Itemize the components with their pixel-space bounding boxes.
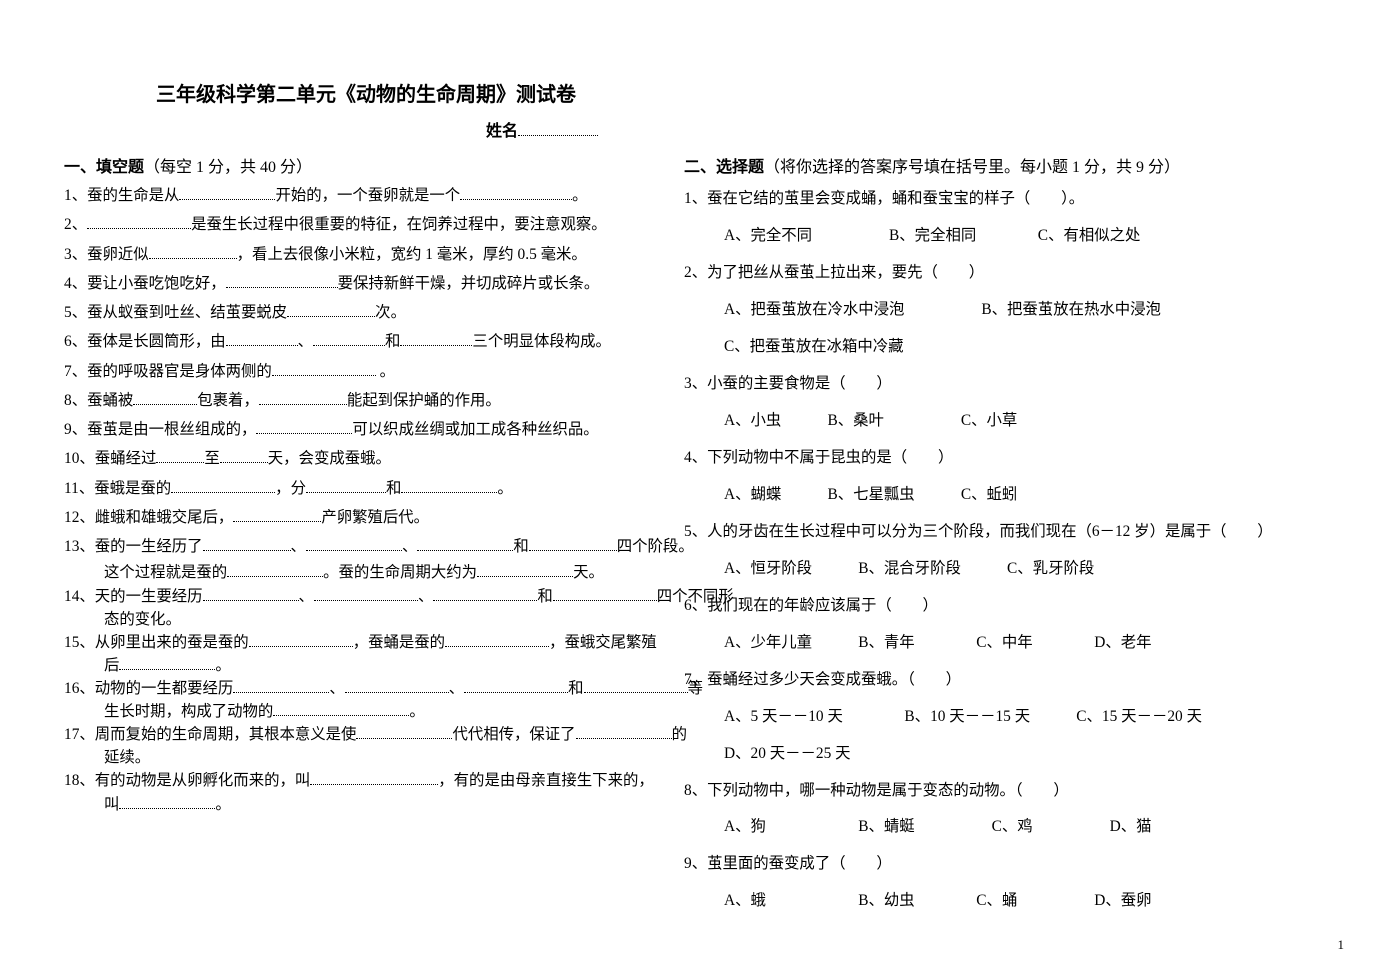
choice-q2-opts1: A、把蚕茧放在冷水中浸泡 B、把蚕茧放在热水中浸泡 bbox=[684, 292, 1376, 329]
fill-blank-section: 一、填空题（每空 1 分，共 40 分） 1、蚕的生命是从开始的，一个蚕卵就是一… bbox=[0, 141, 670, 816]
choice-q4-opts: A、蝴蝶 B、七星瓢虫 C、蚯蚓 bbox=[684, 477, 1376, 514]
section2-title-strong: 二、选择题 bbox=[684, 159, 764, 176]
choice-q9-opts: A、蛾 B、幼虫 C、蛹 D、蚕卵 bbox=[684, 883, 1376, 920]
choice-q2: 2、为了把丝从蚕茧上拉出来，要先（ ） bbox=[684, 255, 1376, 292]
fill-q14: 14、天的一生要经历、、和四个不同形 bbox=[64, 585, 670, 608]
section1-title-strong: 一、填空题 bbox=[64, 159, 144, 176]
choice-q7-opts2: D、20 天－－25 天 bbox=[684, 736, 1376, 773]
choice-q1-opts: A、完全不同 B、完全相同 C、有相似之处 bbox=[684, 218, 1376, 255]
choice-q2-opts2: C、把蚕茧放在冰箱中冷藏 bbox=[684, 329, 1376, 366]
fill-q18: 18、有的动物是从卵孵化而来的，叫，有的是由母亲直接生下来的， bbox=[64, 769, 670, 792]
fill-q8: 8、蚕蛹被包裹着，能起到保护蛹的作用。 bbox=[64, 386, 670, 415]
choice-q9: 9、茧里面的蚕变成了（ ） bbox=[684, 846, 1376, 883]
choice-q3-opts: A、小虫 B、桑叶 C、小草 bbox=[684, 403, 1376, 440]
name-label: 姓名 bbox=[486, 123, 518, 140]
fill-q18-sub: 叫。 bbox=[64, 793, 670, 816]
choice-q6: 6、我们现在的年龄应该属于（ ） bbox=[684, 588, 1376, 625]
fill-q2: 2、是蚕生长过程中很重要的特征，在饲养过程中，要注意观察。 bbox=[64, 210, 670, 239]
section1-title: 一、填空题（每空 1 分，共 40 分） bbox=[64, 153, 670, 177]
fill-q6: 6、蚕体是长圆筒形，由、和三个明显体段构成。 bbox=[64, 327, 670, 356]
choice-q3: 3、小蚕的主要食物是（ ） bbox=[684, 366, 1376, 403]
choice-q5: 5、人的牙齿在生长过程中可以分为三个阶段，而我们现在（6－12 岁）是属于（ ） bbox=[684, 514, 1376, 551]
fill-q17: 17、周而复始的生命周期，其根本意义是使代代相传，保证了的 bbox=[64, 723, 670, 746]
fill-q13-sub: 这个过程就是蚕的。蚕的生命周期大约为天。 bbox=[64, 561, 670, 584]
fill-q16: 16、动物的一生都要经历、、和等 bbox=[64, 677, 670, 700]
fill-q7: 7、蚕的呼吸器官是身体两侧的 。 bbox=[64, 357, 670, 386]
fill-q14-sub: 态的变化。 bbox=[64, 608, 670, 631]
fill-q3: 3、蚕卵近似，看上去很像小米粒，宽约 1 毫米，厚约 0.5 毫米。 bbox=[64, 240, 670, 269]
fill-q4: 4、要让小蚕吃饱吃好，要保持新鲜干燥，并切成碎片或长条。 bbox=[64, 269, 670, 298]
section2-title: 二、选择题（将你选择的答案序号填在括号里。每小题 1 分，共 9 分） bbox=[684, 153, 1376, 177]
fill-q10: 10、蚕蛹经过至天，会变成蚕蛾。 bbox=[64, 444, 670, 473]
choice-q1: 1、蚕在它结的茧里会变成蛹，蛹和蚕宝宝的样子（ ）。 bbox=[684, 181, 1376, 218]
fill-q17-sub: 延续。 bbox=[64, 746, 670, 769]
fill-q11: 11、蚕蛾是蚕的，分和。 bbox=[64, 474, 670, 503]
choice-q6-opts: A、少年儿童 B、青年 C、中年 D、老年 bbox=[684, 625, 1376, 662]
name-label-line: 姓名 bbox=[156, 117, 666, 141]
fill-q12: 12、雌蛾和雄蛾交尾后，产卵繁殖后代。 bbox=[64, 503, 670, 532]
fill-q9: 9、蚕茧是由一根丝组成的，可以织成丝绸或加工成各种丝织品。 bbox=[64, 415, 670, 444]
choice-q5-opts: A、恒牙阶段 B、混合牙阶段 C、乳牙阶段 bbox=[684, 551, 1376, 588]
section2-title-meta: （将你选择的答案序号填在括号里。每小题 1 分，共 9 分） bbox=[764, 159, 1180, 176]
fill-q15: 15、从卵里出来的蚕是蚕的，蚕蛹是蚕的，蚕蛾交尾繁殖 bbox=[64, 631, 670, 654]
name-blank bbox=[518, 135, 598, 136]
choice-q4: 4、下列动物中不属于昆虫的是（ ） bbox=[684, 440, 1376, 477]
choice-q7-opts1: A、5 天－－10 天 B、10 天－－15 天 C、15 天－－20 天 bbox=[684, 699, 1376, 736]
fill-q15-sub: 后。 bbox=[64, 654, 670, 677]
page-title: 三年级科学第二单元《动物的生命周期》测试卷 bbox=[156, 78, 666, 107]
fill-q1: 1、蚕的生命是从开始的，一个蚕卵就是一个。 bbox=[64, 181, 670, 210]
fill-q13: 13、蚕的一生经历了、、和四个阶段。 bbox=[64, 532, 670, 561]
fill-q5: 5、蚕从蚁蚕到吐丝、结茧要蜕皮次。 bbox=[64, 298, 670, 327]
section1-title-meta: （每空 1 分，共 40 分） bbox=[144, 159, 312, 176]
page-number: 1 bbox=[1338, 937, 1345, 953]
choice-section: 二、选择题（将你选择的答案序号填在括号里。每小题 1 分，共 9 分） 1、蚕在… bbox=[670, 141, 1376, 920]
choice-q8-opts: A、狗 B、蜻蜓 C、鸡 D、猫 bbox=[684, 809, 1376, 846]
fill-q16-sub: 生长时期，构成了动物的。 bbox=[64, 700, 670, 723]
choice-q7: 7、蚕蛹经过多少天会变成蚕蛾。（ ） bbox=[684, 662, 1376, 699]
choice-q8: 8、下列动物中，哪一种动物是属于变态的动物。（ ） bbox=[684, 773, 1376, 810]
